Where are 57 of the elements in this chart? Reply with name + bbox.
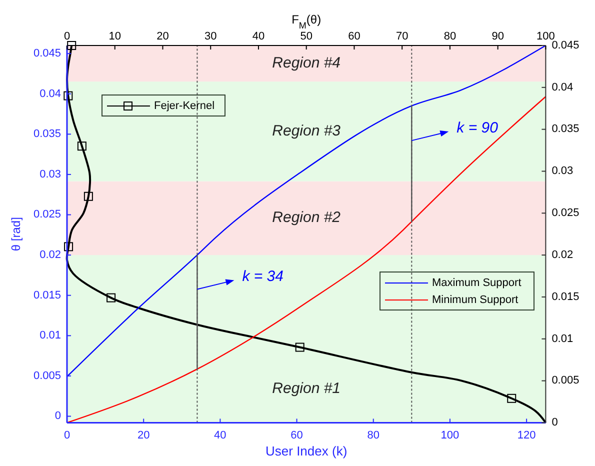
y2-tick-label: 0.03 [552, 165, 574, 178]
x2-tick-label: 40 [252, 30, 265, 42]
x2-tick-label: 20 [156, 30, 169, 42]
point [295, 342, 304, 352]
annotation: k = 34 [242, 268, 284, 286]
y-tick-label: 0.04 [40, 88, 61, 100]
y-tick-label: 0.01 [40, 330, 61, 342]
y-tick-label: 0.005 [33, 370, 61, 382]
y-tick-label: 0.03 [40, 168, 61, 180]
annotation: k = 90 [456, 120, 499, 137]
x2-tick-label: 50 [300, 30, 312, 42]
legend-label: Fejer-Kernel [154, 100, 215, 112]
y2-tick-label: 0 [552, 416, 558, 429]
legend-label: Minimum Support [432, 294, 518, 306]
x2-tick-label: 10 [108, 30, 121, 42]
point [77, 142, 86, 151]
y-tick-label: 0.035 [33, 128, 61, 140]
y-tick-label: 0.015 [33, 289, 61, 302]
x-tick-label: 100 [440, 430, 460, 442]
x-tick-label: 0 [64, 430, 70, 442]
y2-tick-label: 0.01 [552, 332, 574, 345]
x2-axis-title: F$_{M}$(θ) [292, 12, 322, 30]
y-tick-label: 0.02 [40, 248, 61, 261]
x2-tick-label: 60 [348, 30, 360, 42]
y2-tick-label: 0.035 [552, 123, 580, 136]
point [84, 192, 93, 201]
y2-tick-label: 0.04 [552, 81, 574, 94]
point [64, 91, 73, 100]
y-tick-label: 0.025 [33, 208, 61, 221]
x-tick-label: 80 [367, 430, 380, 442]
x2-tick-label: 70 [396, 30, 408, 42]
point [106, 293, 116, 302]
x2-tick-label: 0 [64, 30, 70, 42]
y2-tick-label: 0.02 [552, 248, 574, 261]
band-label: Region #3 [272, 122, 342, 140]
y2-tick-label: 0.045 [552, 39, 580, 52]
y2-tick-label: 0.025 [552, 207, 580, 220]
x2-tick-label: 30 [204, 30, 217, 42]
x2-tick-label: 80 [444, 30, 456, 42]
x-tick-label: 40 [214, 430, 226, 442]
point [507, 394, 516, 403]
band-label: Region #1 [272, 380, 341, 398]
point [67, 41, 76, 50]
x-axis-title: User Index (k) [266, 444, 348, 459]
y-axis-title: θ [rad] [9, 217, 23, 252]
y-tick-label: 0.045 [33, 47, 61, 60]
x-tick-label: 20 [137, 430, 150, 442]
band-label: Region #2 [272, 209, 342, 226]
x-tick-label: 120 [517, 430, 536, 442]
y2-tick-label: 0.005 [552, 374, 580, 387]
y2-tick-label: 0.015 [552, 290, 580, 303]
legend-label: Maximum Support [432, 276, 522, 289]
band-label: Region #4 [272, 54, 341, 72]
point [64, 242, 74, 252]
y-tick-label: 0 [54, 410, 61, 422]
x-tick-label: 60 [290, 430, 303, 442]
x2-tick-label: 90 [492, 30, 504, 42]
